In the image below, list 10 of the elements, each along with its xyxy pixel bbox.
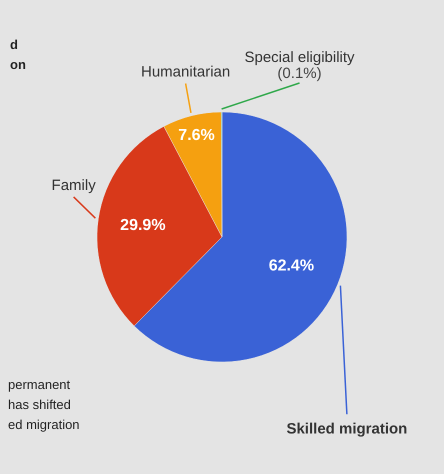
data-label: 7.6% bbox=[178, 127, 215, 144]
slice-label: Family bbox=[52, 176, 96, 194]
slice-label: Special eligibility bbox=[244, 49, 356, 66]
text: permanent has shifted ed migration bbox=[8, 377, 80, 432]
data-label: (0.1%) bbox=[277, 65, 322, 82]
text: d on bbox=[10, 37, 26, 72]
slice-label: Skilled migration bbox=[286, 420, 408, 438]
data-label: 62.4% bbox=[268, 257, 314, 274]
slice-label: Humanitarian bbox=[141, 63, 230, 80]
data-label: 29.9% bbox=[120, 217, 166, 234]
